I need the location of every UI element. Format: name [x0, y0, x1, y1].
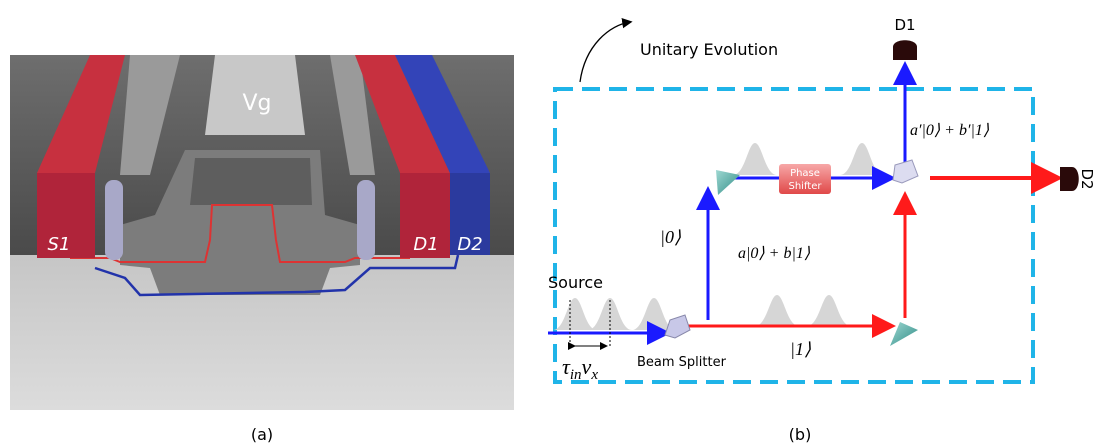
detector2-label: D2 — [1078, 168, 1094, 189]
phase-shifter-label: Shifter — [789, 181, 823, 192]
detector1-label: D1 — [894, 16, 915, 34]
caption: (a) — [251, 425, 273, 444]
upper-path-label: |0⟩ — [660, 227, 681, 247]
pillar — [357, 180, 375, 260]
spacing-part: v — [582, 354, 592, 379]
mirror — [716, 170, 740, 195]
detector — [893, 40, 917, 60]
panel-a: Vg S1 D1 D2 (a) — [10, 55, 514, 444]
spacing-label: τinvx — [562, 354, 598, 383]
lower-path-label: |1⟩ — [790, 339, 811, 359]
mesa-top — [190, 158, 312, 205]
mirror — [890, 322, 918, 346]
source-label: S1 — [48, 234, 71, 255]
spacing-part: in — [570, 367, 582, 383]
drain2-label: D2 — [457, 234, 482, 255]
figure: Vg S1 D1 D2 (a) Unitary Evolution Phase … — [0, 0, 1094, 444]
superposition-label: a|0⟩ + b|1⟩ — [738, 245, 811, 262]
caption: (b) — [789, 425, 812, 444]
output-state: a′|0⟩ + b′|1⟩ — [910, 122, 990, 139]
beam-splitter-label: Beam Splitter — [637, 355, 727, 370]
pillar — [105, 180, 123, 260]
beam-splitter — [665, 315, 690, 338]
evolution-label: Unitary Evolution — [640, 40, 778, 59]
source-label: Source — [548, 273, 603, 292]
gate-label: Vg — [242, 91, 271, 116]
drain1-label: D1 — [413, 234, 438, 255]
curved-arrow — [580, 22, 630, 82]
detector — [1060, 167, 1079, 191]
beam-splitter — [893, 160, 918, 183]
phase-shifter-label: Phase — [790, 168, 820, 179]
panel-b: Unitary Evolution Phase Shifter D1 D2 a′… — [548, 16, 1094, 444]
spacing-part: x — [590, 367, 598, 383]
